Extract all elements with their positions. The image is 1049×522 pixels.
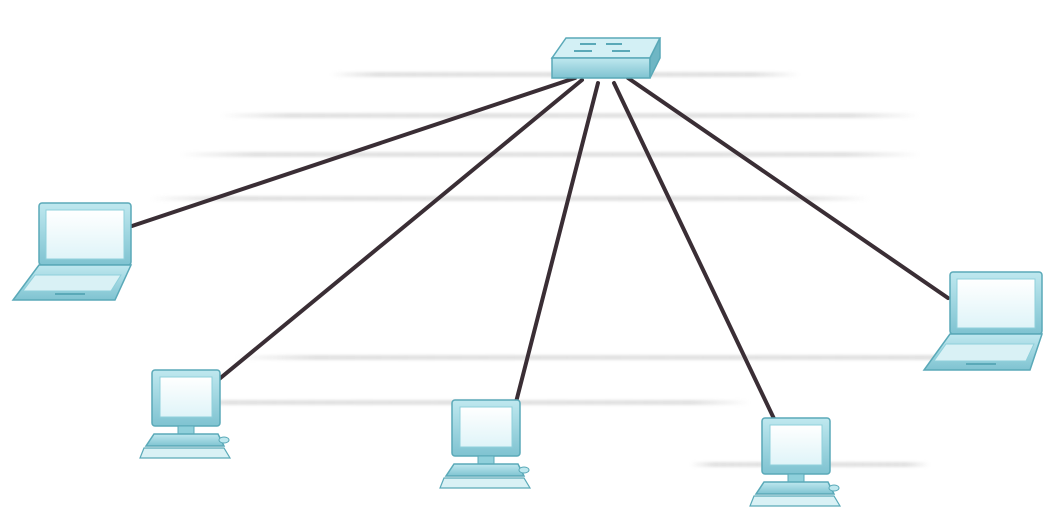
cable-link-4 <box>612 81 779 427</box>
faint-background-line <box>150 196 870 201</box>
cable-link-5 <box>626 76 950 300</box>
desktop-computer-icon[interactable] <box>439 399 532 489</box>
switch-icon[interactable] <box>550 37 662 79</box>
desktop-computer-icon[interactable] <box>139 369 232 459</box>
cables <box>130 76 950 427</box>
cable-link-1 <box>130 76 577 228</box>
cable-link-2 <box>216 78 584 382</box>
laptop-icon[interactable] <box>922 271 1044 371</box>
cable-link-3 <box>512 81 600 412</box>
faint-background-line <box>235 355 1035 360</box>
faint-background-line <box>220 113 920 118</box>
faint-background-line <box>180 152 920 157</box>
desktop-computer-icon[interactable] <box>749 417 842 507</box>
laptop-icon[interactable] <box>11 202 133 301</box>
